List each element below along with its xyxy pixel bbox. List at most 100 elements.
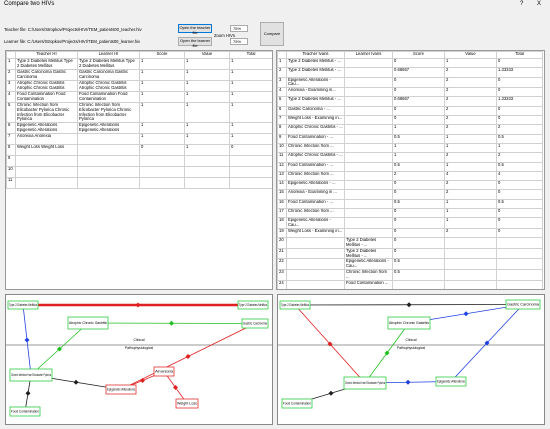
row-number: 8	[6, 144, 16, 157]
cell: Food Contamination Food Contamination	[77, 91, 140, 103]
teacher-diagram-panel: Clinical Pathophysiological Type 2 Diabete…	[5, 294, 273, 425]
compare-button[interactable]: Compare	[260, 22, 284, 46]
learner-zoom[interactable]: 75%	[230, 38, 248, 45]
node-label: Anorexia	[155, 370, 173, 374]
cell: Type 2 Diabetes Mellitus Type 2 Diabetes…	[15, 58, 78, 70]
cell: 0	[496, 227, 543, 239]
cell: 1.33333	[496, 96, 543, 107]
cell: Chronic Infection from ...	[286, 142, 345, 154]
column-header: Score	[139, 51, 185, 59]
row-number: 11	[277, 152, 287, 163]
cell: 0	[392, 115, 445, 126]
cell: Epigenetic Alterations Epigenetic Altera…	[15, 122, 78, 135]
cell: Atrophic Chronic Gastritis - ...	[286, 152, 345, 163]
edge-arrow	[185, 354, 191, 359]
cell: Food Contamination - ...	[286, 133, 345, 144]
row-number: 18	[277, 217, 287, 229]
node-label: Chronic Infection from Elicobacter Pylor…	[11, 373, 51, 377]
cell	[229, 177, 272, 190]
cell: Atrophic Chronic Gastritis Atrophic Chro…	[77, 80, 140, 92]
row-number: 22	[277, 258, 287, 270]
row-number: 3	[277, 76, 287, 89]
cell: Gastric Carcinoma Gastric Carcinoma	[77, 69, 140, 81]
cell: 1	[184, 80, 230, 92]
cell	[444, 237, 497, 249]
cell: Food Contamination Food Contamination	[15, 91, 78, 103]
cell	[344, 217, 393, 229]
cell: 2	[444, 96, 497, 107]
edge-arrow	[405, 379, 411, 385]
column-header: Value	[184, 51, 230, 59]
cell	[344, 142, 393, 154]
cell: Gastric Carcinoma - ...	[286, 105, 345, 117]
cell: 2	[496, 124, 543, 135]
cell	[77, 177, 140, 190]
cell: Anorexia - Examining in ...	[286, 189, 345, 200]
cell	[344, 124, 393, 135]
open-learner-button[interactable]: Open the learner file	[178, 37, 212, 48]
cell: 1	[139, 58, 185, 70]
cell: 0	[392, 76, 445, 89]
row: 24 Food Contamination ...	[277, 279, 543, 289]
row: 5 Chronic Infection from Elicobacter Pylo…	[6, 101, 272, 124]
row: 22 Epigenetic Alterations - Cau... 0.5	[277, 258, 543, 270]
cell	[344, 152, 393, 163]
cell	[15, 155, 78, 168]
cell: 1	[229, 133, 272, 146]
row: 3 Epigenetic Alterations - Cau... 0 2 0	[277, 76, 543, 89]
cell: 0.5	[496, 133, 543, 144]
table: Teacher HI Learner HI Score Value Total 1 Type…	[6, 51, 272, 190]
cell: Chronic Infection from Elicobacter Pylor…	[77, 101, 140, 124]
cell: 0	[496, 115, 543, 126]
edge-arrow	[328, 390, 334, 396]
close-button[interactable]: X	[537, 1, 542, 7]
cell	[344, 161, 393, 172]
learner-file: Learner file: C:/Users/Stropkov/Projects…	[4, 39, 141, 44]
header-row: Teacher HI Learner HI Score Value Total	[6, 51, 272, 59]
cell	[184, 166, 230, 179]
cell: 0	[392, 217, 445, 229]
cell: 0.5	[392, 198, 445, 210]
row: 6 Epigenetic Alterations Epigenetic Alter…	[6, 122, 272, 135]
column-header: Total	[229, 51, 272, 59]
cell: 2	[444, 124, 497, 135]
node-label: Gastric Carcinoma	[507, 303, 539, 307]
row-number: 5	[277, 96, 287, 107]
cell: 1	[184, 122, 230, 135]
row-number: 15	[277, 189, 287, 200]
cell: 0	[392, 247, 445, 260]
cell: 0	[496, 57, 543, 69]
help-button[interactable]: ?	[520, 1, 524, 7]
cell: 1	[229, 122, 272, 135]
open-teacher-button[interactable]: Open the teacher file	[178, 24, 212, 35]
cell	[139, 177, 185, 190]
row-number: 21	[277, 247, 287, 260]
row-number: 2	[277, 67, 287, 78]
row-number: 2	[6, 69, 16, 81]
window-title: Compare two HIVs	[4, 1, 55, 7]
column-header: Score	[392, 51, 445, 59]
row: 11 Atrophic Chronic Gastritis - ... 1 2 2	[277, 152, 543, 163]
cell: 2	[444, 76, 497, 89]
cell: Type 2 Diabetes Mellitus - ...	[286, 57, 345, 69]
cell	[496, 247, 543, 260]
edge-arrow	[384, 350, 390, 356]
cell	[139, 155, 185, 168]
edge-arrow	[173, 385, 178, 390]
cell: 1	[444, 208, 497, 219]
cell: 1	[444, 161, 497, 172]
cell: 0	[496, 189, 543, 200]
cell: 1	[184, 69, 230, 81]
cell: Anorexia Anorexia	[15, 133, 78, 146]
teacher-zoom[interactable]: 75%	[230, 25, 248, 32]
cell: 1	[444, 217, 497, 229]
cell	[344, 96, 393, 107]
node-label: Type 2 Diabetes Mellitus	[281, 303, 309, 307]
cell: Type 2 Diabetes Mellitus Type 2 Diabetes…	[77, 58, 140, 70]
cell	[77, 144, 140, 157]
corner	[6, 51, 16, 59]
row: 20 Type 2 Diabetes Mellitus - ... 0	[277, 237, 543, 249]
zone-label: Clinical	[134, 338, 145, 342]
node-label: Atrophic Chronic Gastritis	[389, 321, 429, 325]
cell: 1	[496, 142, 543, 154]
